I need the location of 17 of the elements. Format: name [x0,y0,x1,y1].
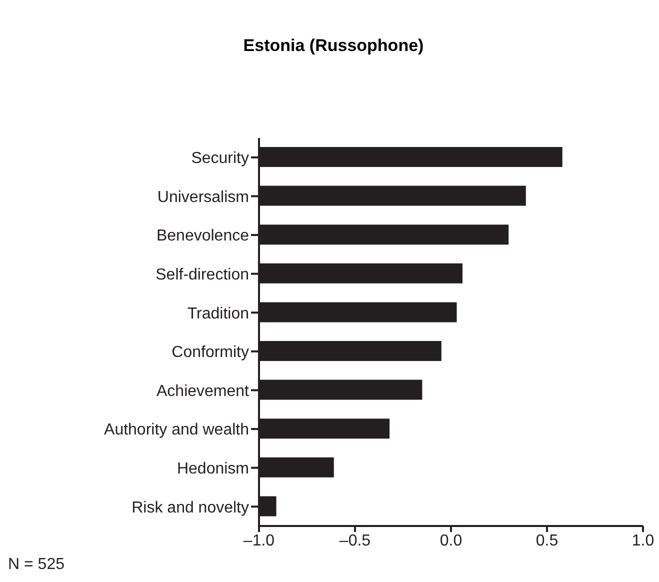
y-tick-label: Risk and novelty [132,499,249,516]
x-tick-label: 0.0 [440,532,462,550]
y-tick-label: Conformity [172,344,249,362]
y-tick-label: Authority and wealth [104,422,249,439]
y-tick-label: Tradition [187,305,249,322]
y-tick-label: Benevolence [156,228,250,245]
x-tick-label: –1.0 [243,532,275,550]
chart-title: Estonia (Russophone) [242,36,425,56]
x-tick-label: 1.0 [632,532,654,550]
text: N = 525 [8,556,64,574]
y-tick-label: Universalism [157,188,249,206]
y-tick-label: Self-direction [156,266,249,284]
y-tick-label: Security [191,150,249,168]
x-tick-label: –0.5 [339,532,371,550]
y-tick-label: Hedonism [176,460,249,478]
y-tick-label: Achievement [156,382,250,400]
x-tick-label: 0.5 [536,532,558,550]
